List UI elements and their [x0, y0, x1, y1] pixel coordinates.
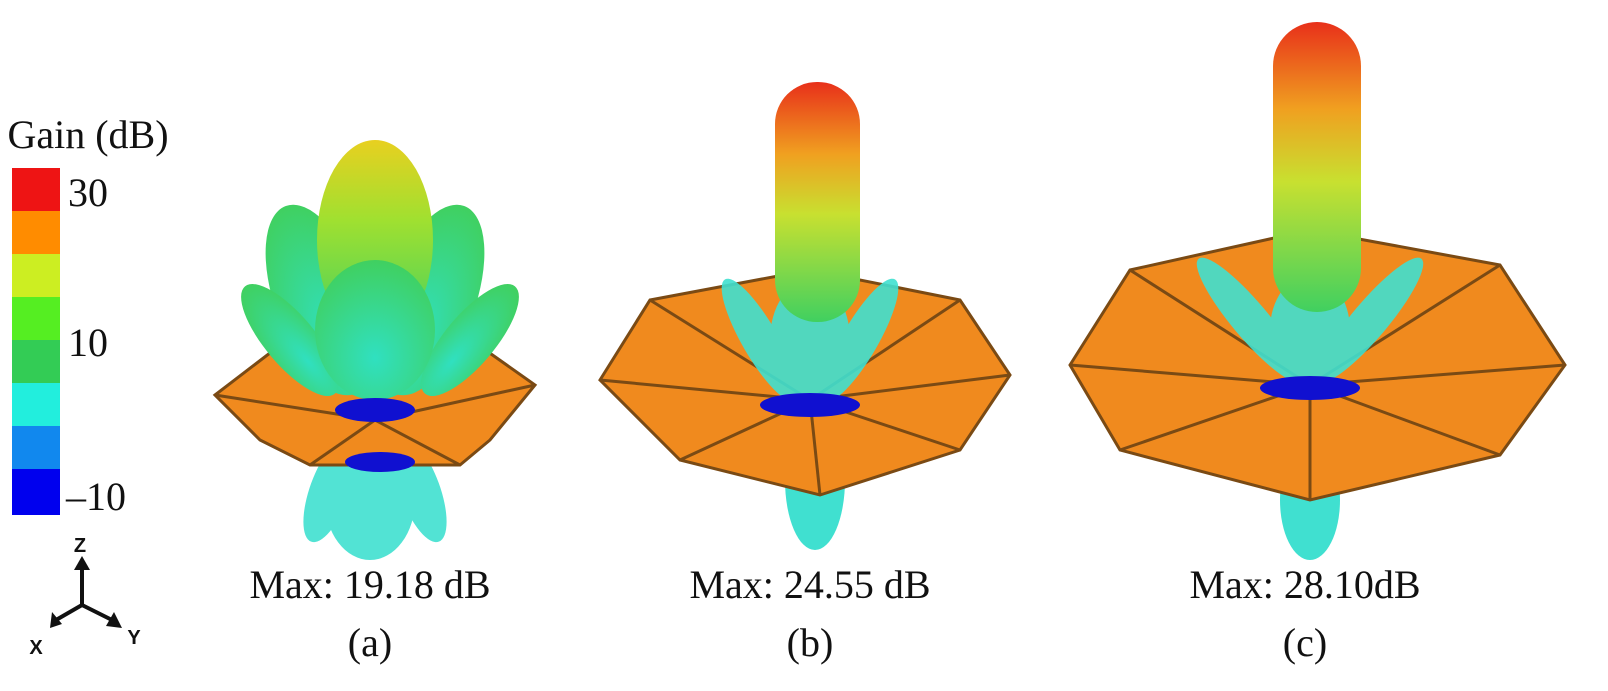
panel-label: (b)	[787, 620, 834, 665]
axis-label: Z	[74, 535, 86, 557]
colorbar	[12, 168, 60, 515]
legend: Gain (dB) 30 10 –10	[7, 112, 168, 519]
pattern-a	[212, 140, 538, 560]
axis-label: Y	[127, 627, 141, 649]
max-gain: Max: 24.55 dB	[689, 562, 930, 607]
legend-label: 10	[68, 320, 108, 365]
legend-label: 30	[68, 170, 108, 215]
legend-title: Gain (dB)	[7, 112, 168, 157]
panel-label: (a)	[348, 620, 392, 665]
axis-label: X	[29, 637, 43, 659]
axis-triad	[50, 556, 122, 628]
pattern-b	[598, 82, 1012, 550]
pattern-c	[1068, 22, 1567, 560]
max-gain: Max: 19.18 dB	[249, 562, 490, 607]
legend-label: –10	[65, 474, 126, 519]
panel-label: (c)	[1283, 620, 1327, 665]
max-gain: Max: 28.10dB	[1189, 562, 1420, 607]
